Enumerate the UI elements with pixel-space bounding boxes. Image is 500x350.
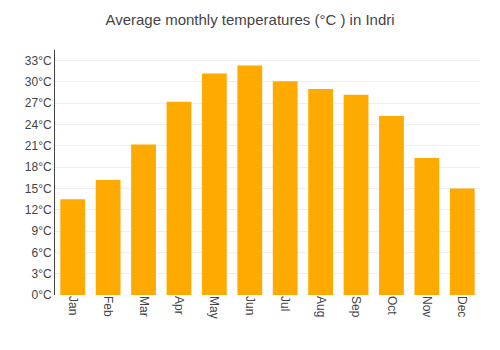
svg-text:9°C: 9°C [31, 224, 51, 238]
svg-text:18°C: 18°C [25, 160, 52, 174]
svg-text:Nov: Nov [420, 296, 434, 317]
svg-text:24°C: 24°C [25, 118, 52, 132]
svg-text:Jul: Jul [278, 296, 292, 311]
svg-text:Apr: Apr [172, 296, 186, 315]
svg-text:33°C: 33°C [25, 54, 52, 68]
svg-text:Aug: Aug [314, 296, 328, 317]
svg-text:Mar: Mar [137, 296, 151, 317]
svg-text:Oct: Oct [385, 296, 399, 315]
svg-text:Average monthly temperatures (: Average monthly temperatures (°C ) in In… [105, 11, 394, 28]
svg-text:May: May [207, 296, 221, 319]
svg-text:15°C: 15°C [25, 182, 52, 196]
svg-text:Sep: Sep [349, 296, 363, 318]
svg-text:Jun: Jun [243, 296, 257, 315]
svg-text:21°C: 21°C [25, 139, 52, 153]
svg-text:12°C: 12°C [25, 203, 52, 217]
svg-text:Jan: Jan [66, 296, 80, 315]
svg-text:Dec: Dec [455, 296, 469, 317]
svg-text:0°C: 0°C [31, 288, 51, 302]
svg-text:3°C: 3°C [31, 267, 51, 281]
svg-text:6°C: 6°C [31, 246, 51, 260]
svg-text:Feb: Feb [101, 296, 115, 317]
svg-text:30°C: 30°C [25, 75, 52, 89]
svg-text:27°C: 27°C [25, 96, 52, 110]
